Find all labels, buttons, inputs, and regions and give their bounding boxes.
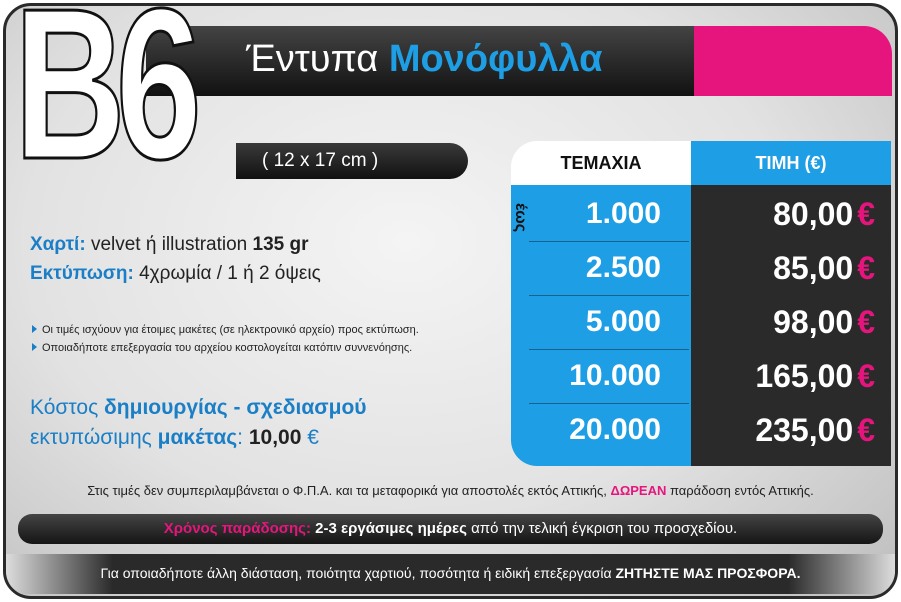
spec-label: Χαρτί: xyxy=(30,234,86,255)
title: Έντυπα Μονόφυλλα xyxy=(246,38,603,81)
delivery-label: Χρόνος παράδοσης: xyxy=(163,520,311,537)
flyer: B6 Έντυπα Μονόφυλλα ( 12 x 17 cm ) Χαρτί… xyxy=(3,3,898,599)
row-separator xyxy=(529,349,689,350)
cost-currency: € xyxy=(307,426,319,449)
price-currency: € xyxy=(857,250,875,286)
vat-text: Στις τιμές δεν συμπεριλαμβάνεται ο Φ.Π.Α… xyxy=(87,483,607,498)
row-separator xyxy=(529,295,689,296)
price-value: 80,00 xyxy=(773,196,854,232)
spec: Χαρτί: velvet ή illustration 135 gr xyxy=(30,234,309,256)
format-code: B6 xyxy=(13,3,203,204)
header-bar xyxy=(146,26,706,96)
cost-text: Κόστος xyxy=(30,396,99,419)
title-light: Έντυπα xyxy=(246,38,379,80)
note: Οποιαδήποτε επεξεργασία του αρχείου κοστ… xyxy=(32,342,412,354)
price-value: 235,00 xyxy=(755,412,854,448)
design-cost: Κόστος δημιουργίας - σχεδιασμού xyxy=(30,396,367,420)
table-header: ΤΙΜΗ (€) xyxy=(691,141,891,185)
offer-bold: ΖΗΤΗΣΤΕ ΜΑΣ ΠΡΟΣΦΟΡΑ. xyxy=(615,565,801,581)
cost-colon: : xyxy=(237,426,244,449)
cost-price: 10,00 xyxy=(248,426,302,449)
price-value: 85,00 xyxy=(773,250,854,286)
quantity: 5.000 xyxy=(585,305,661,338)
delivery-text: από την τελική έγκριση του προσχεδίου. xyxy=(471,520,738,537)
quantity: 10.000 xyxy=(569,359,661,392)
price: 235,00 € xyxy=(691,412,875,449)
price-column xyxy=(691,185,891,466)
row-separator xyxy=(529,241,689,242)
price: 85,00 € xyxy=(691,250,875,287)
spec-text: velvet ή illustration xyxy=(90,234,248,255)
design-cost: εκτυπώσιμης μακέτας: 10,00 € xyxy=(30,426,319,450)
price-value: 165,00 xyxy=(755,358,854,394)
spec-text: 4χρωμία / 1 ή 2 όψεις xyxy=(139,263,321,284)
quantity: 20.000 xyxy=(569,413,661,446)
spec-label: Εκτύπωση: xyxy=(30,263,134,284)
size: ( 12 x 17 cm ) xyxy=(236,143,468,179)
vat-note: Στις τιμές δεν συμπεριλαμβάνεται ο Φ.Π.Α… xyxy=(6,483,895,498)
vat-text: παράδοση εντός Αττικής. xyxy=(669,483,814,498)
price-currency: € xyxy=(857,196,875,232)
title-bold: Μονόφυλλα xyxy=(388,38,603,80)
spec-bold: 135 gr xyxy=(252,234,309,255)
price: 80,00 € xyxy=(691,196,875,233)
delivery-bar: Χρόνος παράδοσης: 2-3 εργάσιμες ημέρες α… xyxy=(18,514,883,544)
price-table: ΤΕΜΑΧΙΑ ΤΙΜΗ (€) έως 1.000 80,00 €2.500 85,… xyxy=(511,141,891,466)
row-separator xyxy=(529,403,689,404)
delivery-bold: 2-3 εργάσιμες ημέρες xyxy=(315,520,467,537)
price: 98,00 € xyxy=(691,304,875,341)
price-currency: € xyxy=(857,412,875,448)
note: Οι τιμές ισχύουν για έτοιμες μακέτες (σε… xyxy=(32,324,419,336)
header-accent xyxy=(694,26,892,96)
quantity-column xyxy=(511,185,691,466)
quantity: 1.000 xyxy=(585,197,661,230)
offer-text: Για οποιαδήποτε άλλη διάσταση, ποιότητα … xyxy=(100,565,612,581)
offer-bar: Για οποιαδήποτε άλλη διάσταση, ποιότητα … xyxy=(6,554,895,594)
cost-bold: μακέτας xyxy=(157,426,238,449)
quantity: 2.500 xyxy=(585,251,661,284)
price: 165,00 € xyxy=(691,358,875,395)
vat-highlight: ΔΩΡΕΑΝ xyxy=(610,483,667,498)
price-value: 98,00 xyxy=(773,304,854,340)
cost-bold: δημιουργίας - σχεδιασμού xyxy=(104,396,367,419)
cost-text: εκτυπώσιμης xyxy=(30,426,152,449)
spec: Εκτύπωση: 4χρωμία / 1 ή 2 όψεις xyxy=(30,263,321,285)
price-currency: € xyxy=(857,358,875,394)
table-header: ΤΕΜΑΧΙΑ xyxy=(511,141,691,185)
price-currency: € xyxy=(857,304,875,340)
